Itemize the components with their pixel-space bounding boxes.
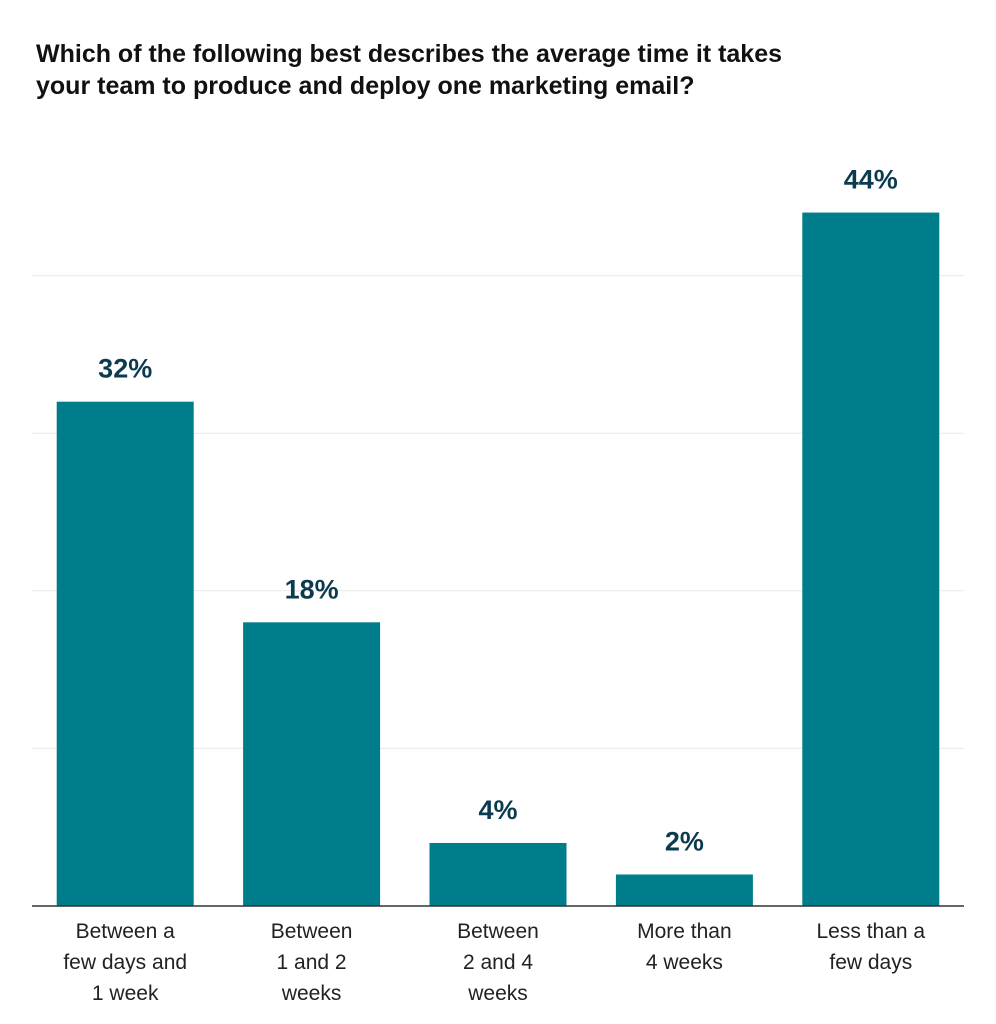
category-label: 4 weeks (646, 951, 723, 974)
category-label: few days (829, 951, 912, 974)
category-label: weeks (467, 982, 528, 1005)
category-labels: Between a few days and 1 week Between 1 and … (63, 920, 925, 1005)
bar (56, 401, 194, 906)
bars (56, 212, 940, 906)
category-label: weeks (281, 982, 342, 1005)
value-label: 44% (844, 165, 898, 195)
value-label: 2% (665, 826, 704, 856)
category-label: 1 and 2 (277, 951, 347, 974)
value-label: 18% (285, 574, 339, 604)
category-label: Between (457, 920, 539, 943)
chart-title-line-2: your team to produce and deploy one mark… (36, 72, 695, 100)
bar (802, 212, 940, 906)
chart-title-line-1: Which of the following best describes th… (36, 40, 783, 68)
bar (615, 874, 753, 906)
category-label: 1 week (92, 982, 159, 1005)
category-label: 2 and 4 (463, 951, 533, 974)
category-label: Between a (76, 920, 176, 943)
category-label: few days and (63, 951, 187, 974)
chart-title: Which of the following best describes th… (36, 38, 936, 102)
value-label: 32% (98, 354, 152, 384)
value-label: 4% (478, 795, 517, 825)
bar (429, 842, 567, 906)
category-label: Less than a (817, 920, 926, 943)
value-labels: 32% 18% 4% 2% 44% (98, 165, 898, 857)
category-label: More than (637, 920, 732, 943)
category-label: Between (271, 920, 353, 943)
bar (243, 622, 381, 906)
